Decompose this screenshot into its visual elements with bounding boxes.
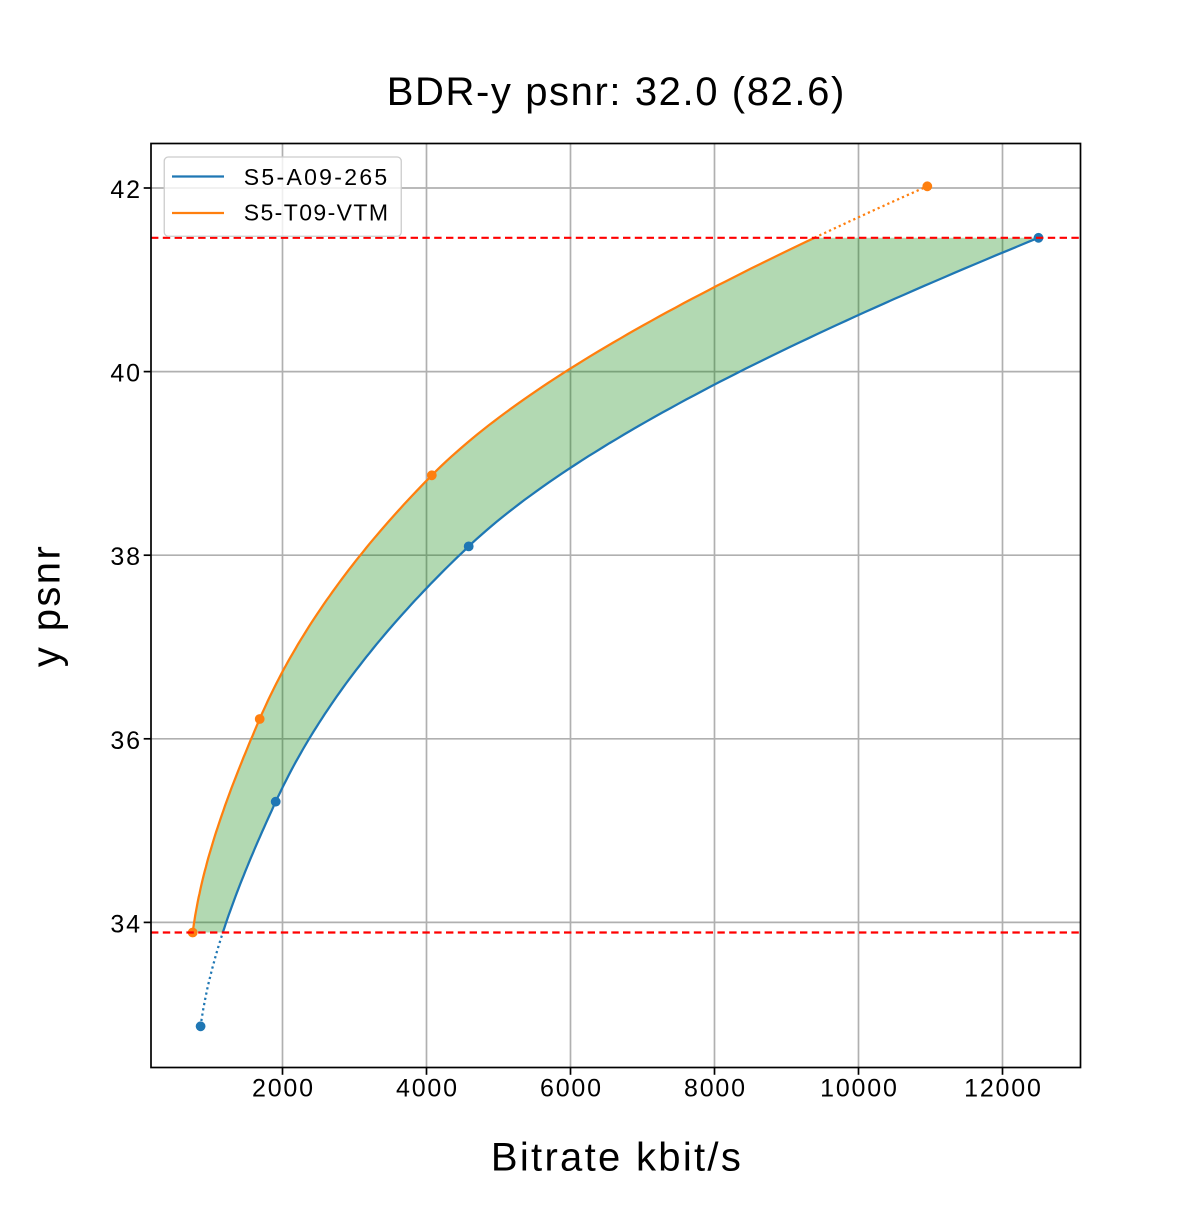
svg-text:S5-T09-VTM: S5-T09-VTM — [244, 200, 390, 226]
svg-text:12000: 12000 — [964, 1075, 1043, 1103]
svg-text:y psnr: y psnr — [25, 544, 69, 667]
svg-text:Bitrate kbit/s: Bitrate kbit/s — [491, 1136, 743, 1180]
svg-text:42: 42 — [110, 176, 141, 204]
svg-text:6000: 6000 — [540, 1075, 603, 1103]
svg-text:S5-A09-265: S5-A09-265 — [244, 164, 390, 190]
svg-text:BDR-y psnr: 32.0 (82.6): BDR-y psnr: 32.0 (82.6) — [387, 70, 846, 114]
svg-text:38: 38 — [110, 543, 141, 571]
svg-text:34: 34 — [110, 910, 141, 938]
svg-text:40: 40 — [110, 360, 141, 388]
svg-text:10000: 10000 — [820, 1075, 899, 1103]
svg-text:4000: 4000 — [396, 1075, 459, 1103]
svg-text:36: 36 — [110, 727, 141, 755]
svg-text:8000: 8000 — [684, 1075, 747, 1103]
svg-text:2000: 2000 — [252, 1075, 315, 1103]
